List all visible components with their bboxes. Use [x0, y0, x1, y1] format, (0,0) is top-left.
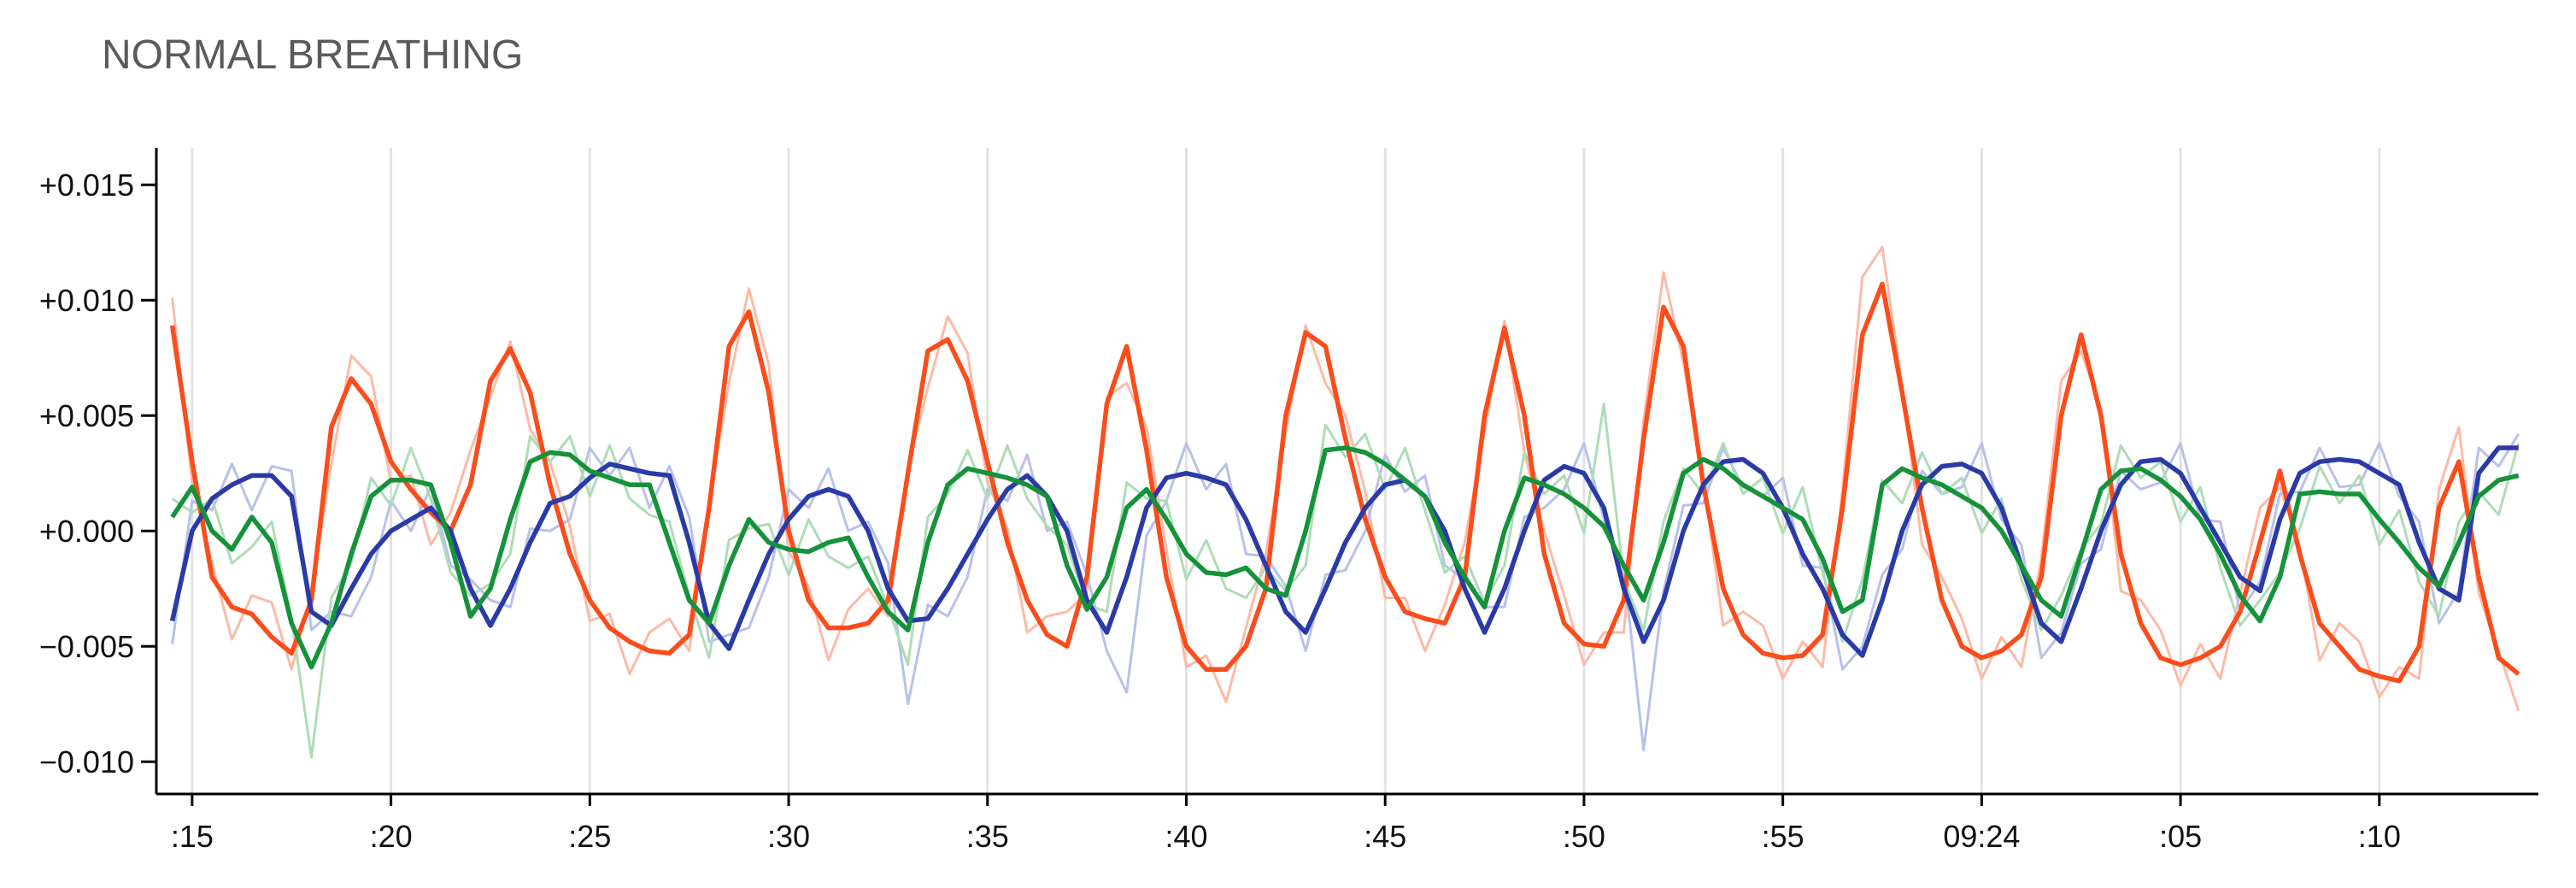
- series-line: [170, 445, 2520, 670]
- y-tick-label: +0.010: [39, 283, 134, 318]
- x-tick-label: :35: [966, 819, 1009, 854]
- y-tick-label: +0.015: [39, 168, 134, 203]
- x-tick-label: 09:24: [1943, 819, 2020, 854]
- y-tick-label: −0.010: [39, 744, 134, 779]
- x-tick-label: :55: [1762, 819, 1804, 854]
- x-tick-label: :45: [1364, 819, 1406, 854]
- y-tick-label: +0.000: [39, 514, 134, 549]
- series-line: [171, 245, 2520, 712]
- y-tick-label: +0.005: [39, 398, 134, 433]
- x-tick-label: :15: [171, 819, 214, 854]
- x-tick-label: :50: [1563, 819, 1605, 854]
- series-line: [169, 281, 2520, 684]
- x-tick-label: :05: [2159, 819, 2202, 854]
- x-tick-label: :30: [767, 819, 810, 854]
- x-tick-label: :20: [370, 819, 413, 854]
- series-line: [169, 445, 2519, 658]
- chart-title: NORMAL BREATHING: [102, 32, 523, 78]
- series-line: [171, 403, 2520, 759]
- y-tick-label: −0.005: [39, 629, 134, 664]
- x-tick-label: :25: [568, 819, 611, 854]
- x-tick-label: :10: [2358, 819, 2401, 854]
- x-tick-label: :40: [1165, 819, 1207, 854]
